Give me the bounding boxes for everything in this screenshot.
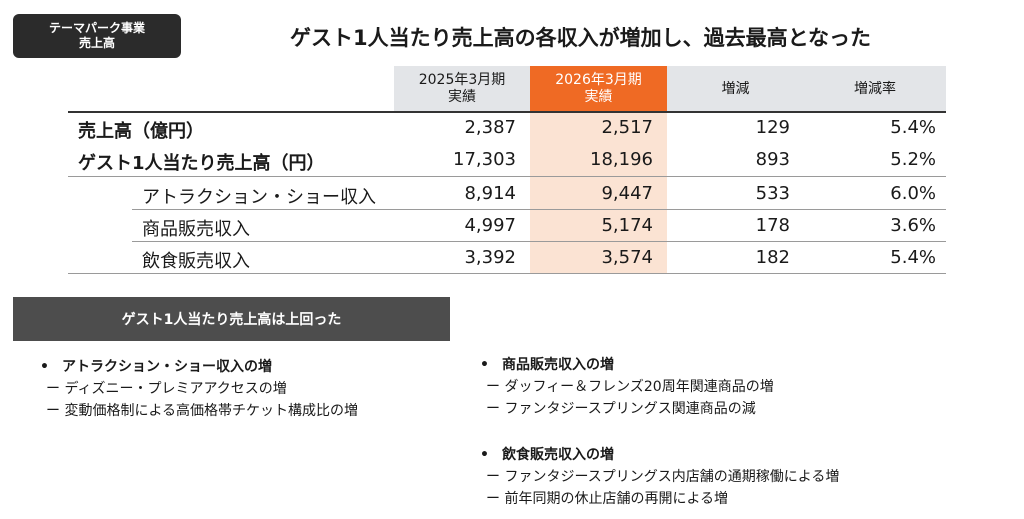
bullet-block-merchandise: • 商品販売収入の増 ー ダッフィー＆フレンズ20周年関連商品の増 ー ファンタジ… bbox=[480, 354, 774, 420]
cell-diff: 182 bbox=[755, 247, 790, 268]
cell-fy2025: 2,387 bbox=[464, 117, 516, 138]
bullet-sub-item: ー 前年同期の休止店舗の再開による増 bbox=[486, 491, 729, 507]
bullet-sub-item: ー 変動価格制による高価格帯チケット構成比の増 bbox=[46, 403, 359, 419]
cell-fy2025: 3,392 bbox=[464, 247, 516, 268]
row-label: 売上高（億円） bbox=[78, 121, 204, 142]
header-fy2025: 2025年3月期 実績 bbox=[394, 66, 530, 112]
cell-diff: 129 bbox=[755, 117, 790, 138]
header-fy2026-line1: 2026年3月期 bbox=[555, 72, 642, 88]
bullet-heading-text: 商品販売収入の増 bbox=[502, 357, 614, 373]
bullet-sub-item: ー ファンタジースプリングス内店舗の通期稼働による増 bbox=[486, 469, 840, 485]
header-fy2026-line2: 実績 bbox=[584, 89, 613, 105]
page-title: ゲスト1人当たり売上高の各収入が増加し、過去最高となった bbox=[290, 26, 871, 50]
table-divider bbox=[68, 176, 946, 177]
row-label: アトラクション・ショー収入 bbox=[142, 187, 376, 208]
table-row: 売上高（億円） 2,387 2,517 129 5.4% bbox=[68, 112, 946, 144]
bullet-heading: • 飲食販売収入の増 bbox=[480, 444, 839, 466]
cell-rate: 5.4% bbox=[890, 117, 936, 138]
row-label: 商品販売収入 bbox=[142, 219, 250, 240]
cell-diff: 533 bbox=[755, 183, 790, 204]
cell-fy2026: 18,196 bbox=[590, 149, 653, 170]
header-diff: 増減 bbox=[667, 66, 804, 112]
header-fy2025-line2: 実績 bbox=[448, 89, 476, 105]
cell-rate: 5.2% bbox=[890, 149, 936, 170]
header-fy2026: 2026年3月期 実績 bbox=[530, 66, 667, 112]
bullet-dot: • bbox=[480, 357, 489, 373]
cell-fy2026: 3,574 bbox=[601, 247, 653, 268]
row-label: 飲食販売収入 bbox=[142, 251, 250, 272]
cell-fy2026: 2,517 bbox=[601, 117, 653, 138]
cell-fy2026: 5,174 bbox=[601, 215, 653, 236]
table-row: 飲食販売収入 3,392 3,574 182 5.4% bbox=[68, 242, 946, 274]
table-row: 商品販売収入 4,997 5,174 178 3.6% bbox=[68, 210, 946, 242]
table-divider bbox=[132, 241, 946, 242]
cell-fy2025: 17,303 bbox=[453, 149, 516, 170]
bullet-heading-text: アトラクション・ショー収入の増 bbox=[62, 359, 272, 375]
bullet-heading: • アトラクション・ショー収入の増 bbox=[40, 356, 358, 378]
bullet-heading-text: 飲食販売収入の増 bbox=[502, 447, 614, 463]
section-tag-line2: 売上高 bbox=[78, 36, 115, 50]
section-tag-line1: テーマパーク事業 bbox=[48, 21, 145, 35]
cell-fy2025: 4,997 bbox=[464, 215, 516, 236]
cell-fy2026: 9,447 bbox=[601, 183, 653, 204]
header-fy2025-line1: 2025年3月期 bbox=[418, 72, 506, 88]
header-diff-label: 増減 bbox=[721, 80, 750, 97]
bullet-dot: • bbox=[480, 447, 489, 463]
cell-diff: 178 bbox=[755, 215, 790, 236]
bullet-block-food: • 飲食販売収入の増 ー ファンタジースプリングス内店舗の通期稼働による増 ー 前… bbox=[480, 444, 839, 510]
cell-rate: 5.4% bbox=[890, 247, 936, 268]
bullet-sub-item: ー ファンタジースプリングス関連商品の減 bbox=[486, 401, 756, 417]
cell-fy2025: 8,914 bbox=[464, 183, 516, 204]
table-divider bbox=[132, 209, 946, 210]
header-rate-label: 増減率 bbox=[854, 80, 896, 97]
cell-rate: 3.6% bbox=[890, 215, 936, 236]
bullet-dot: • bbox=[40, 359, 49, 375]
bullet-sub-item: ー ディズニー・プレミアアクセスの増 bbox=[46, 381, 287, 397]
bullet-block-attraction: • アトラクション・ショー収入の増 ー ディズニー・プレミアアクセスの増 ー 変動… bbox=[40, 356, 358, 422]
row-label: ゲスト1人当たり売上高（円） bbox=[78, 153, 325, 174]
table-row: アトラクション・ショー収入 8,914 9,447 533 6.0% bbox=[68, 178, 946, 210]
section-banner: ゲスト1人当たり売上高は上回った bbox=[13, 297, 450, 341]
table-row: ゲスト1人当たり売上高（円） 17,303 18,196 893 5.2% bbox=[68, 144, 946, 176]
cell-diff: 893 bbox=[755, 149, 790, 170]
bullet-heading: • 商品販売収入の増 bbox=[480, 354, 774, 376]
table-header-band bbox=[394, 66, 946, 112]
table-header-rule bbox=[68, 111, 946, 113]
cell-rate: 6.0% bbox=[890, 183, 936, 204]
bullet-sub-item: ー ダッフィー＆フレンズ20周年関連商品の増 bbox=[486, 379, 774, 395]
table-bottom-rule bbox=[68, 273, 946, 274]
highlight-header bbox=[530, 66, 667, 112]
section-tag: テーマパーク事業 売上高 bbox=[13, 14, 181, 58]
header-rate: 増減率 bbox=[804, 66, 946, 112]
